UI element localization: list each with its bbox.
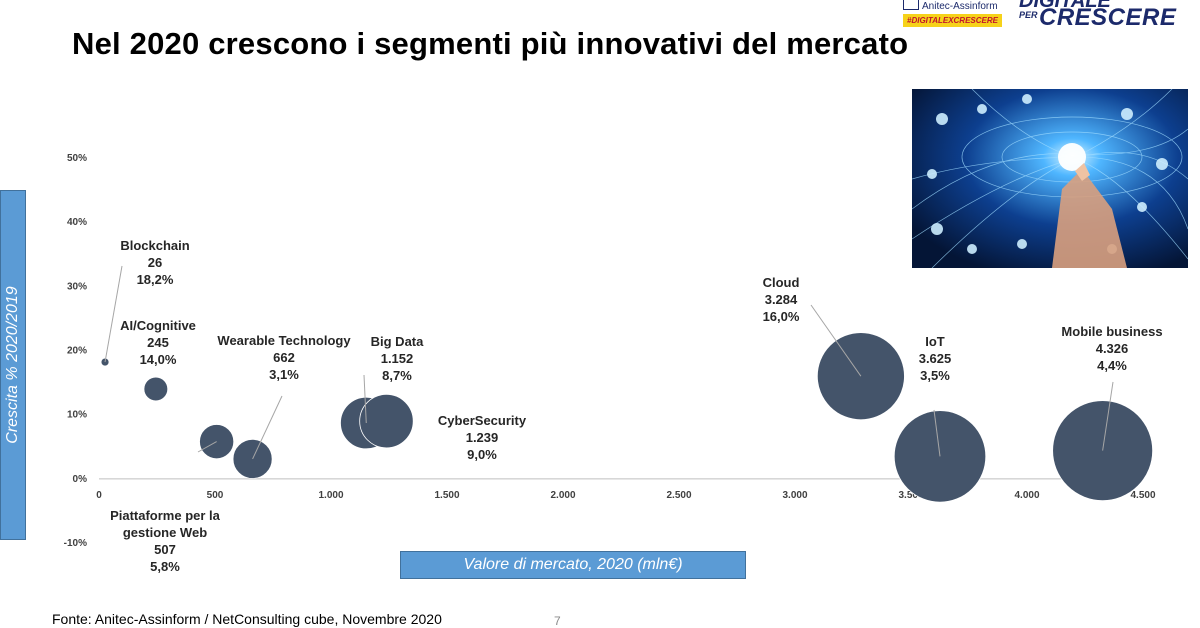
point-label: Blockchain 26 18,2% xyxy=(120,238,189,287)
leader-line xyxy=(933,409,941,457)
x-tick-label: 2.500 xyxy=(666,490,691,501)
network-illustration-graphic xyxy=(912,89,1188,268)
brand-line1: DIGITALE xyxy=(1019,0,1111,12)
org-logo-icon xyxy=(903,0,919,10)
x-tick-label: 1.500 xyxy=(434,490,459,501)
x-tick-label: 4.000 xyxy=(1014,490,1039,501)
brand-logo: Anitec-Assinform #DIGITALEXCRESCERE DIGI… xyxy=(903,0,1193,34)
y-tick-label: -10% xyxy=(64,538,87,549)
y-tick-label: 10% xyxy=(67,410,87,421)
org-name: Anitec-Assinform xyxy=(922,1,998,12)
y-tick-label: 50% xyxy=(67,153,87,164)
page-title: Nel 2020 crescono i segmenti più innovat… xyxy=(72,26,909,61)
point-label: Wearable Technology 662 3,1% xyxy=(217,333,351,382)
bubbles xyxy=(100,332,1154,503)
point-label: Cloud 3.284 16,0% xyxy=(763,275,800,324)
leader-line xyxy=(810,304,862,377)
y-tick-label: 40% xyxy=(67,217,87,228)
point-labels: Blockchain 26 18,2% AI/Cognitive 245 14,0% Pia… xyxy=(110,238,1162,574)
bubble xyxy=(816,332,905,421)
x-tick-label: 1.000 xyxy=(318,490,343,501)
leader-line xyxy=(252,395,283,460)
point-label: Piattaforme per la gestione Web 507 5,8% xyxy=(110,508,221,574)
brand-line2: CRESCERE xyxy=(1039,4,1177,31)
x-tick-label: 0 xyxy=(96,490,102,501)
y-tick-label: 20% xyxy=(67,346,87,357)
bubble xyxy=(359,393,414,449)
point-label: CyberSecurity 1.239 9,0% xyxy=(438,413,527,462)
leader-line xyxy=(197,441,217,453)
x-tick-label: 4.500 xyxy=(1130,490,1155,501)
slide-number: 7 xyxy=(554,614,561,628)
y-tick-label: 30% xyxy=(67,281,87,292)
org-logo: Anitec-Assinform xyxy=(903,0,998,12)
brand-per: PER xyxy=(1019,10,1038,20)
leader-line xyxy=(363,374,367,424)
x-tick-label: 500 xyxy=(207,490,224,501)
bubble xyxy=(143,376,169,402)
leader-lines xyxy=(104,265,1114,460)
x-tick-label: 2.000 xyxy=(550,490,575,501)
leader-line xyxy=(104,265,123,363)
y-tick-label: 0% xyxy=(73,474,88,485)
network-illustration xyxy=(912,89,1188,268)
source-note: Fonte: Anitec-Assinform / NetConsulting … xyxy=(52,611,442,627)
point-label: Big Data 1.152 8,7% xyxy=(371,334,425,383)
x-axis-title: Valore di mercato, 2020 (mln€) xyxy=(400,551,746,579)
point-label: IoT 3.625 3,5% xyxy=(919,334,952,383)
y-axis-title: Crescita % 2020/2019 xyxy=(0,190,26,540)
y-axis-labels: -10% 0% 10% 20% 30% 40% 50% xyxy=(64,153,87,549)
x-tick-label: 3.000 xyxy=(782,490,807,501)
leader-line xyxy=(1102,381,1114,451)
brand-hashtag: #DIGITALEXCRESCERE xyxy=(903,14,1002,27)
point-label: AI/Cognitive 245 14,0% xyxy=(120,318,196,367)
x-tick-label: 3.500 xyxy=(898,490,923,501)
y-axis-title-text: Crescita % 2020/2019 xyxy=(4,286,21,444)
x-axis-labels: 0 500 1.000 1.500 2.000 2.500 3.000 3.500 4.000 4… xyxy=(96,490,1156,501)
point-label: Mobile business 4.326 4,4% xyxy=(1061,324,1162,373)
